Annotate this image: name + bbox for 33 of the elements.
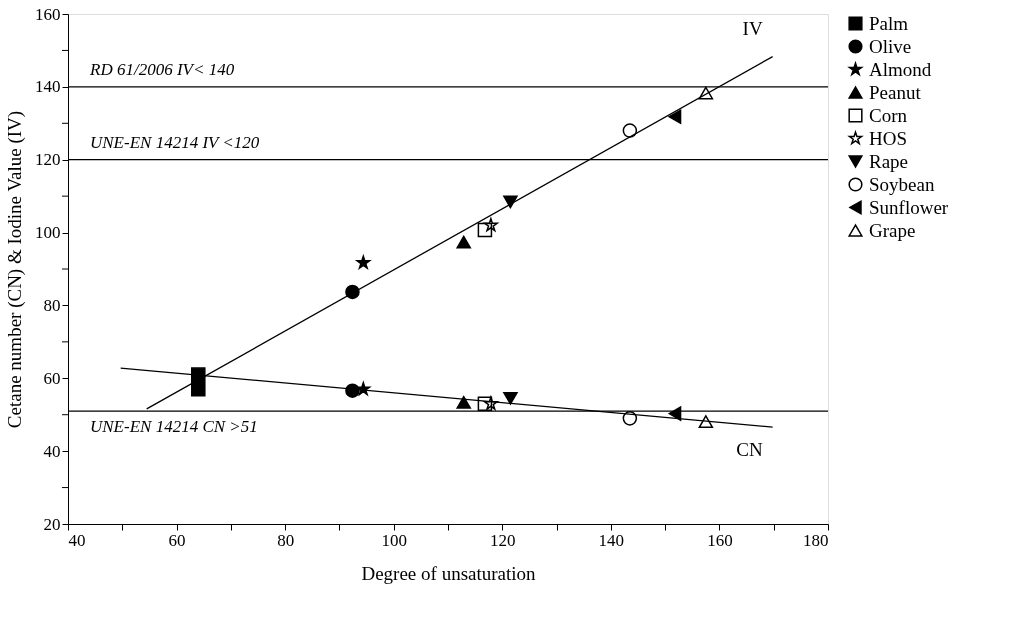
x-tick-label: 100 (381, 530, 407, 550)
legend-label: Sunflower (869, 196, 949, 218)
y-tick-label: 100 (35, 223, 61, 243)
y-tick-label: 80 (43, 295, 61, 315)
legend-label: HOS (869, 127, 908, 149)
x-tick-label: 120 (490, 530, 516, 550)
y-tick-label: 140 (35, 77, 61, 97)
legend-label: Almond (869, 58, 932, 80)
x-tick-label: 40 (68, 530, 86, 550)
legend-label: Olive (869, 35, 912, 57)
ref-line-label: RD 61/2006 IV< 140 (89, 59, 235, 79)
x-tick-label: 60 (168, 530, 186, 550)
legend-label: Palm (869, 12, 909, 34)
y-axis-title: Cetane number (CN) & Iodine Value (IV) (4, 110, 26, 429)
ref-line-label: UNE-EN 14214 CN >51 (90, 417, 258, 437)
legend-label: Soybean (869, 173, 935, 195)
y-tick-label: 40 (43, 441, 61, 461)
legend-label: Rape (869, 150, 909, 172)
y-tick-label: 120 (35, 150, 61, 170)
annotation: IV (742, 17, 763, 39)
y-tick-label: 20 (43, 514, 61, 534)
y-tick-label: 60 (43, 368, 61, 388)
legend-label: Corn (869, 104, 908, 126)
legend-label: Peanut (869, 81, 922, 103)
legend-label: Grape (869, 219, 916, 241)
x-tick-label: 160 (707, 530, 733, 550)
x-tick-label: 180 (803, 530, 829, 550)
ref-line-label: UNE-EN 14214 IV <120 (90, 132, 260, 152)
y-tick-label: 160 (35, 4, 61, 24)
annotation: CN (736, 439, 763, 461)
x-tick-label: 140 (598, 530, 625, 550)
x-axis-title: Degree of unsaturation (361, 562, 537, 584)
x-tick-label: 80 (277, 530, 295, 550)
